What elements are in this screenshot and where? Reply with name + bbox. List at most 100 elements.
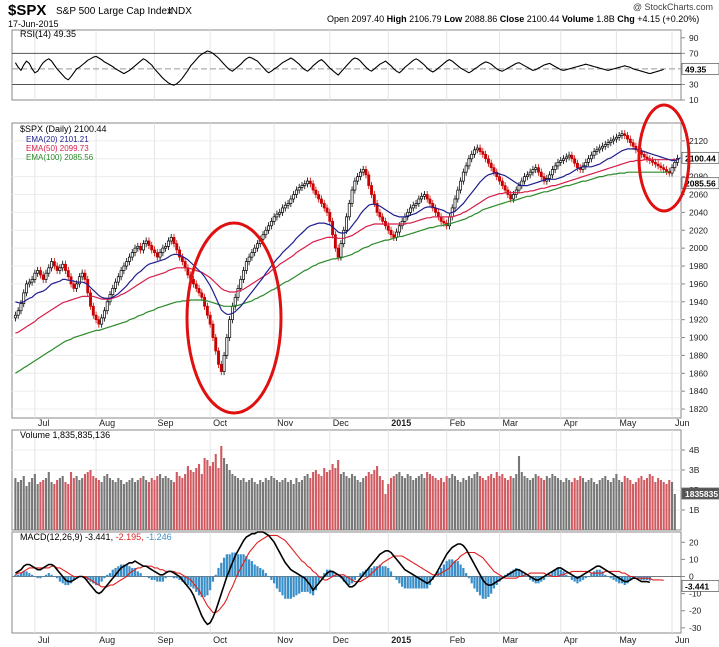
macd-histogram-bar [234,552,237,577]
volume-bar [164,476,167,530]
price-candle-body [61,263,65,269]
price-candle-body [537,167,540,173]
price-candle-body [439,216,443,222]
macd-histogram-bar [476,576,479,592]
volume-bar [662,482,665,530]
price-candle-body [200,292,204,298]
volume-bar [189,470,192,530]
volume-bar [506,480,509,530]
volume-bar [120,480,123,530]
price-candle-body [169,237,173,242]
volume-bar [250,478,253,530]
volume-bar [381,480,384,530]
macd-histogram-bar [548,574,551,577]
macd-histogram-bar [417,576,420,589]
macd-histogram-bar [637,576,640,579]
price-candle-body [52,261,56,267]
price-candle-body [503,185,507,191]
macd-histogram-bar [359,573,362,577]
macd-histogram-bar [178,576,181,580]
price-candle-body [425,194,429,200]
volume-bar [14,478,17,530]
price-candle-body [539,171,543,177]
volume-bar [403,478,406,530]
macd-histogram-bar [517,569,521,577]
macd-histogram-bar [512,569,515,577]
price-candle-body [294,189,298,195]
volume-bar [19,480,22,530]
volume-bar [284,478,287,530]
macd-histogram-bar [601,571,604,577]
macd-histogram-bar [292,576,295,598]
volume-bar [67,484,70,530]
macd-histogram-bar [36,576,39,579]
price-candle-body [233,296,237,307]
volume-bar [122,484,125,530]
price-candle-body [659,165,663,169]
volume-bar [142,476,145,530]
price-y-13-tick-label: 2080 [689,172,708,182]
volume-bar [481,478,484,530]
volume-bar [484,480,487,530]
macd-histogram-bar [615,576,618,582]
macd-y-3-tick-label: 0 [689,572,694,582]
volume-bar [153,480,156,530]
price-candle-body [250,252,254,258]
macd-histogram-bar [273,576,276,584]
volume-bar [209,466,212,530]
macd-histogram-bar [459,564,462,577]
price-candle-body [269,220,273,227]
macd-histogram-bar [406,576,409,589]
macd-histogram-bar [39,576,42,579]
macd-histogram-bar [587,576,590,578]
macd-histogram-bar [348,576,351,586]
price-candle-body [570,154,574,160]
price-candle-body [75,283,79,289]
volume-bar [495,472,498,530]
price-candle-body [236,288,240,298]
volume-bar [184,474,187,530]
macd-histogram-bar [25,571,28,577]
price-candle-body [239,279,243,289]
price-candle-body [13,314,17,319]
price-candle-body [464,165,468,173]
price-candle-body [589,154,593,160]
price-candle-body [55,265,59,271]
price-y-11-tick-label: 2040 [689,207,708,217]
macd-histogram-bar [401,576,404,587]
volume-bar [453,476,457,530]
volume-legend-text: Volume 1,835,835,136 [20,430,110,440]
price-candle-body [381,216,385,222]
price-candle-body [498,176,501,182]
price-candle-body [83,272,87,280]
macd-histogram-bar [484,576,487,599]
macd-histogram-bar [398,576,401,584]
price-candle-body [523,176,527,182]
volume-bar [103,476,106,530]
macd-histogram-bar [356,576,359,578]
volume-bar [376,466,379,530]
macd-x-label-9: Apr [564,635,578,645]
price-candle-body [114,281,118,289]
volume-bar [167,478,170,530]
macd-panel: -30 -20 -10 0 10 20 -3.441 [11,531,719,634]
macd-histogram-bar [634,576,637,578]
price-candle-body [612,138,616,142]
macd-histogram-bar [228,554,231,577]
price-candle-body [203,296,207,307]
price-candle-body [297,187,301,191]
price-y-2-tick-label: 1860 [689,368,708,378]
macd-histogram-bar [470,576,473,584]
volume-bar [161,478,164,530]
price-candle-body [673,161,677,169]
price-candle-body [164,246,168,249]
volume-bar [42,480,45,530]
macd-histogram-bar [562,571,565,577]
volume-bar [192,472,195,530]
price-candle-body [158,252,162,258]
price-candle-body [105,301,109,312]
price-candle-body [141,243,145,251]
price-candle-body [417,198,421,204]
volume-bar [359,482,362,530]
price-candle-body [161,247,165,253]
